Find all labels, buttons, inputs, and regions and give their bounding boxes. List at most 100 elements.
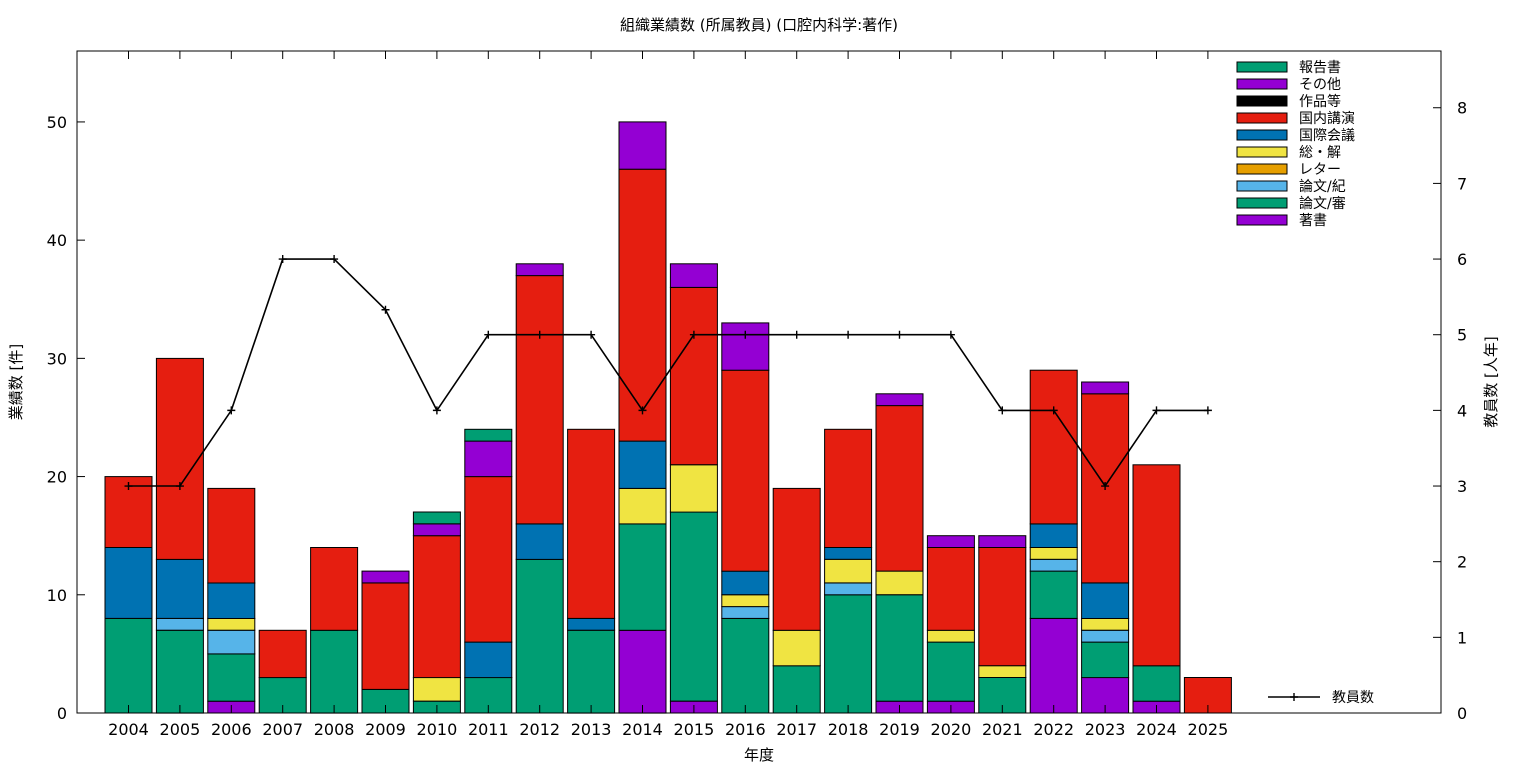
bar-2016-国内講演	[721, 369, 770, 572]
bar-2005-国際会議	[155, 558, 204, 619]
bar-2024-論文/審	[1132, 665, 1181, 702]
bar-2013-国内講演	[567, 428, 616, 619]
bar-2005-国内講演	[155, 357, 204, 560]
bar-2009-国内講演	[361, 582, 410, 690]
x-tick-label-2020: 2020	[931, 720, 972, 739]
legend-label-その他: その他	[1299, 77, 1341, 93]
teacher-count-point-2010	[432, 406, 441, 415]
bar-2004-国際会議	[104, 547, 153, 619]
y2-tick-label-6: 6	[1457, 250, 1467, 269]
bar-2005-論文/紀	[155, 617, 204, 631]
bar-2018-総・解	[824, 558, 873, 584]
x-tick-label-2010: 2010	[417, 720, 458, 739]
x-tick-label-2007: 2007	[262, 720, 303, 739]
teacher-count-line	[128, 258, 1208, 488]
legend-label-レター: レター	[1299, 162, 1341, 178]
teacher-count-point-2014	[638, 406, 647, 415]
x-tick-label-2018: 2018	[828, 720, 869, 739]
y-axis-label: 業績数 [件]	[7, 344, 25, 420]
x-tick-label-2011: 2011	[468, 720, 509, 739]
bar-2020-論文/審	[926, 641, 975, 702]
x-tick-label-2015: 2015	[674, 720, 715, 739]
bar-2019-総・解	[875, 570, 924, 596]
teacher-count-point-2019	[895, 330, 904, 339]
bar-2009-その他	[361, 570, 410, 584]
bar-2016-総・解	[721, 594, 770, 608]
bar-2013-論文/審	[567, 629, 616, 714]
y-tick-label-50: 50	[47, 113, 67, 132]
bar-2018-国内講演	[824, 428, 873, 548]
x-tick-label-2023: 2023	[1085, 720, 1126, 739]
teacher-count-point-2024	[1152, 406, 1161, 415]
bar-2011-その他	[464, 440, 513, 478]
teacher-count-point-2009	[381, 305, 390, 314]
bar-2023-国際会議	[1081, 582, 1130, 619]
y-tick-label-40: 40	[47, 231, 67, 250]
teacher-count-point-2005	[175, 482, 184, 491]
x-tick-label-2021: 2021	[982, 720, 1023, 739]
bar-2017-国内講演	[772, 487, 821, 631]
teacher-count-point-2012	[535, 330, 544, 339]
bar-2022-国内講演	[1029, 369, 1078, 525]
x-tick-label-2006: 2006	[211, 720, 252, 739]
legend-swatch-著書	[1236, 214, 1288, 226]
legend-swatch-論文/審	[1236, 197, 1288, 209]
bar-2016-論文/紀	[721, 606, 770, 619]
teacher-count-point-2007	[278, 255, 287, 264]
legend-label-論文/紀: 論文/紀	[1299, 179, 1346, 195]
x-tick-label-2005: 2005	[160, 720, 201, 739]
bar-2023-論文/審	[1081, 641, 1130, 679]
bar-2012-その他	[515, 263, 564, 277]
y2-tick-label-2: 2	[1457, 553, 1467, 572]
y2-tick-label-3: 3	[1457, 477, 1467, 496]
legend-swatch-国際会議	[1236, 129, 1288, 141]
bar-2014-その他	[618, 121, 667, 170]
y-tick-label-30: 30	[47, 349, 67, 368]
x-tick-label-2022: 2022	[1033, 720, 1074, 739]
bar-2006-国内講演	[207, 487, 256, 584]
bar-2018-論文/審	[824, 594, 873, 714]
bar-2005-論文/審	[155, 629, 204, 714]
x-tick-label-2012: 2012	[519, 720, 560, 739]
bar-2011-国際会議	[464, 641, 513, 679]
x-tick-label-2014: 2014	[622, 720, 663, 739]
legend-swatch-報告書	[1236, 61, 1288, 73]
bar-2016-国際会議	[721, 570, 770, 596]
x-tick-label-2024: 2024	[1136, 720, 1177, 739]
legend-swatch-総・解	[1236, 146, 1288, 158]
x-tick-label-2016: 2016	[725, 720, 766, 739]
bar-2010-報告書	[412, 511, 461, 525]
teacher-count-point-2021	[998, 406, 1007, 415]
bar-2014-総・解	[618, 487, 667, 525]
bar-2012-国際会議	[515, 523, 564, 560]
bar-2007-国内講演	[258, 629, 307, 679]
teacher-count-point-2004	[124, 482, 133, 491]
y2-tick-label-7: 7	[1457, 174, 1467, 193]
y2-tick-label-1: 1	[1457, 628, 1467, 647]
x-axis: 2004 2005 2006 2007 2008 2009 2010 2011 2012 2013…	[108, 51, 1228, 739]
bar-2022-論文/紀	[1029, 558, 1078, 572]
bars	[104, 121, 1232, 714]
bar-2006-総・解	[207, 617, 256, 631]
plot-border	[76, 50, 1442, 714]
legend-label-報告書: 報告書	[1299, 60, 1341, 76]
legend-swatch-レター	[1236, 163, 1288, 175]
bar-2015-論文/審	[669, 511, 718, 702]
y2-tick-label-0: 0	[1457, 704, 1467, 723]
bar-2022-総・解	[1029, 547, 1078, 560]
line-legend-marker	[1290, 693, 1298, 701]
legend-label-国際会議: 国際会議	[1299, 127, 1355, 144]
bar-2014-国内講演	[618, 168, 667, 442]
bar-2010-国内講演	[412, 535, 461, 679]
x-tick-label-2017: 2017	[776, 720, 817, 739]
bar-2014-著書	[618, 629, 667, 714]
bar-2023-総・解	[1081, 617, 1130, 631]
bar-2021-国内講演	[978, 547, 1027, 667]
bar-2012-国内講演	[515, 275, 564, 525]
x-tick-label-2025: 2025	[1188, 720, 1229, 739]
bar-2019-その他	[875, 393, 924, 407]
bar-2013-国際会議	[567, 617, 616, 631]
teacher-count-point-2008	[330, 255, 339, 264]
